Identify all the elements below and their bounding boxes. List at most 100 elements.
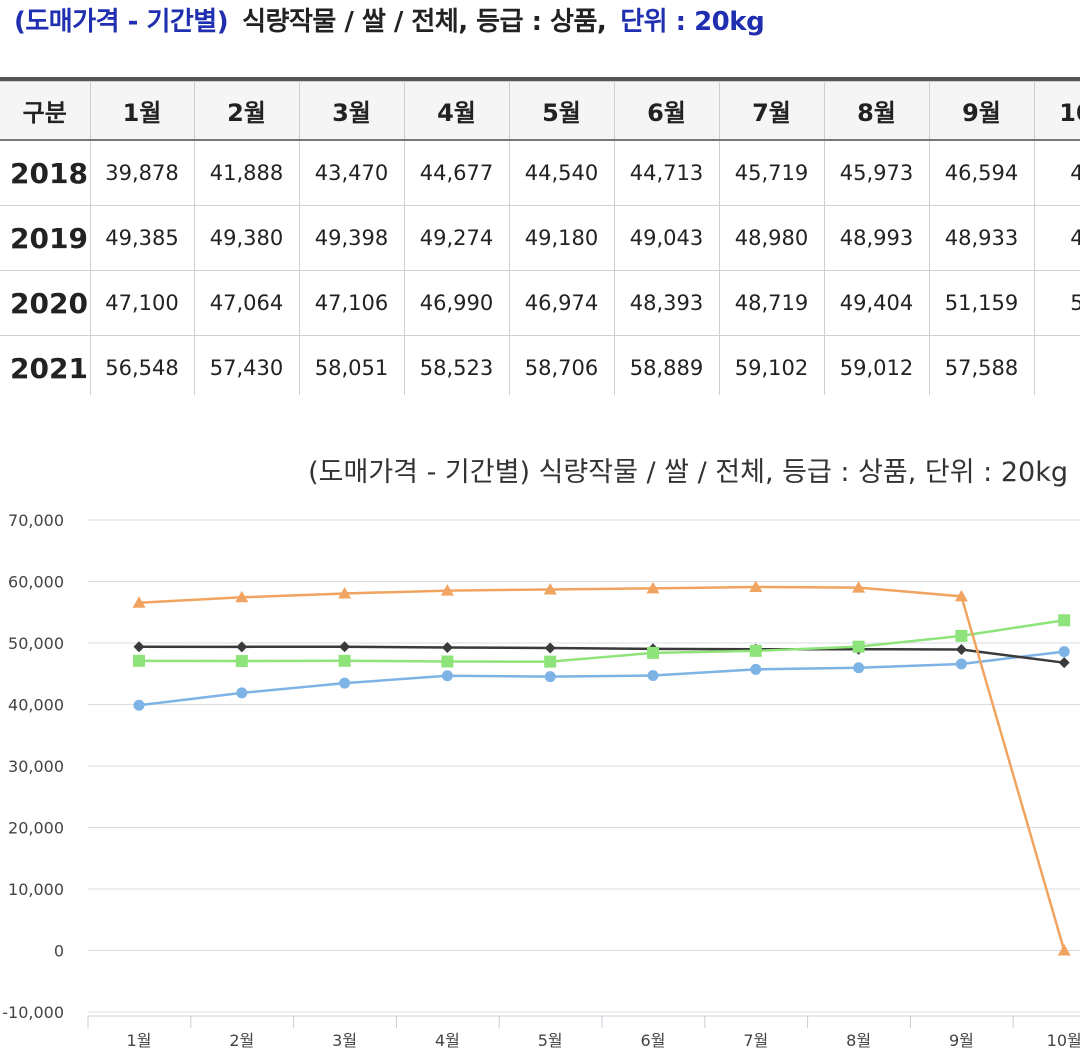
price-cell: 45,973	[823, 139, 930, 206]
price-cell: 49,398	[298, 205, 405, 271]
series-line	[138, 650, 1065, 707]
data-point	[441, 670, 453, 682]
price-cell: 49,180	[508, 205, 615, 271]
price-cell: 44,677	[403, 139, 510, 206]
data-point	[1057, 944, 1071, 956]
data-point	[955, 644, 967, 656]
price-table: 구분 1월 2월 3월 4월 5월 6월 7월 8월 9월 10월 2018 3…	[0, 81, 1080, 395]
chart-container: (도매가격 - 기간별) 식량작물 / 쌀 / 전체, 등급 : 상품, 단위 …	[0, 410, 1080, 1058]
price-cell: 41,888	[193, 139, 300, 206]
price-cell: 49,274	[403, 205, 510, 271]
price-cell: 45,719	[718, 139, 825, 206]
year-cell: 2021	[0, 335, 91, 395]
data-point	[544, 642, 556, 654]
x-tick-label: 8월	[846, 1031, 871, 1050]
price-cell: 44,540	[508, 139, 615, 206]
data-point	[338, 586, 352, 599]
price-cell: 48,993	[823, 205, 930, 271]
x-tick-label: 7월	[743, 1031, 768, 1050]
price-cell: 49,380	[193, 205, 300, 271]
price-cell: 58,523	[403, 335, 510, 395]
price-cell: 57,430	[193, 335, 300, 395]
data-point	[852, 640, 865, 653]
price-cell: 46,594	[928, 139, 1035, 206]
data-point	[646, 581, 660, 594]
title-prefix: (도매가격 - 기간별)	[14, 7, 229, 37]
data-point	[749, 580, 763, 593]
data-point	[236, 641, 248, 653]
data-point	[441, 655, 454, 668]
month-header: 7월	[718, 81, 825, 141]
y-tick-label: 30,000	[8, 757, 64, 776]
price-cell: 48,980	[718, 205, 825, 271]
price-cell: 48,719	[718, 270, 825, 336]
price-cell: 58,706	[508, 335, 615, 395]
year-cell: 2018	[0, 139, 91, 206]
price-cell: 46,974	[508, 270, 615, 336]
y-tick-label: 60,000	[8, 573, 64, 592]
y-tick-label: 50,000	[8, 634, 64, 653]
data-point	[339, 677, 351, 689]
x-tick-label: 2월	[229, 1031, 254, 1050]
data-point	[750, 663, 762, 675]
price-cell: 48,933	[928, 205, 1035, 271]
x-tick-label: 4월	[435, 1031, 460, 1050]
month-header: 6월	[613, 81, 720, 141]
data-point	[1058, 657, 1070, 669]
price-cell: 53,	[1033, 270, 1080, 336]
data-point	[235, 655, 248, 668]
data-point	[647, 646, 659, 659]
data-point	[544, 671, 556, 683]
data-point	[339, 641, 351, 653]
data-point	[647, 670, 659, 682]
data-point	[133, 654, 145, 667]
y-tick-label: 40,000	[8, 696, 64, 715]
data-point	[955, 658, 967, 670]
y-tick-label: 70,000	[8, 511, 64, 530]
price-cell: 49,043	[613, 205, 720, 271]
price-cell: 46,990	[403, 270, 510, 336]
price-cell: 49,404	[823, 270, 930, 336]
series-line	[138, 645, 1065, 664]
month-header: 3월	[298, 81, 405, 141]
price-cell: 59,102	[718, 335, 825, 395]
data-point	[236, 687, 248, 699]
price-cell: 48,393	[613, 270, 720, 336]
price-cell: 47,064	[193, 270, 300, 336]
data-point	[133, 641, 145, 653]
series-line	[138, 585, 1066, 951]
data-point	[543, 582, 557, 595]
month-header: 10월	[1033, 81, 1080, 141]
data-point	[235, 590, 249, 603]
table-row: 2021 56,548 57,430 58,051 58,523 58,706 …	[0, 335, 1080, 395]
month-header: 4월	[403, 81, 510, 141]
price-cell	[1033, 335, 1080, 395]
data-point	[338, 654, 351, 667]
month-header: 9월	[928, 81, 1035, 141]
price-cell: 51,159	[928, 270, 1035, 336]
price-cell: 44,713	[613, 139, 720, 206]
y-tick-label: 0	[54, 942, 64, 961]
month-header: 1월	[89, 81, 195, 141]
year-cell: 2019	[0, 205, 91, 271]
data-point	[853, 662, 865, 674]
x-tick-label: 9월	[949, 1031, 974, 1050]
price-cell: 56,548	[89, 335, 195, 395]
price-cell: 59,012	[823, 335, 930, 395]
price-table-container[interactable]: 구분 1월 2월 3월 4월 5월 6월 7월 8월 9월 10월 2018 3…	[0, 77, 1080, 395]
month-header: 8월	[823, 81, 930, 141]
month-header: 2월	[193, 81, 300, 141]
price-cell: 47,106	[298, 270, 405, 336]
data-point	[954, 589, 968, 602]
data-point	[440, 584, 454, 596]
page-title: (도매가격 - 기간별) 식량작물 / 쌀 / 전체, 등급 : 상품, 단위 : …	[14, 2, 765, 42]
data-point	[544, 655, 557, 668]
data-point	[1058, 646, 1070, 658]
price-cell: 49,385	[89, 205, 195, 271]
month-header: 5월	[508, 81, 615, 141]
line-chart: -10,000 0 10,000 20,000 30,000 40,000 50,000 60…	[2, 511, 1080, 1050]
series-line	[138, 619, 1065, 663]
price-cell: 43,470	[298, 139, 405, 206]
y-tick-label: 10,000	[8, 880, 64, 899]
price-cell: 57,588	[928, 335, 1035, 395]
